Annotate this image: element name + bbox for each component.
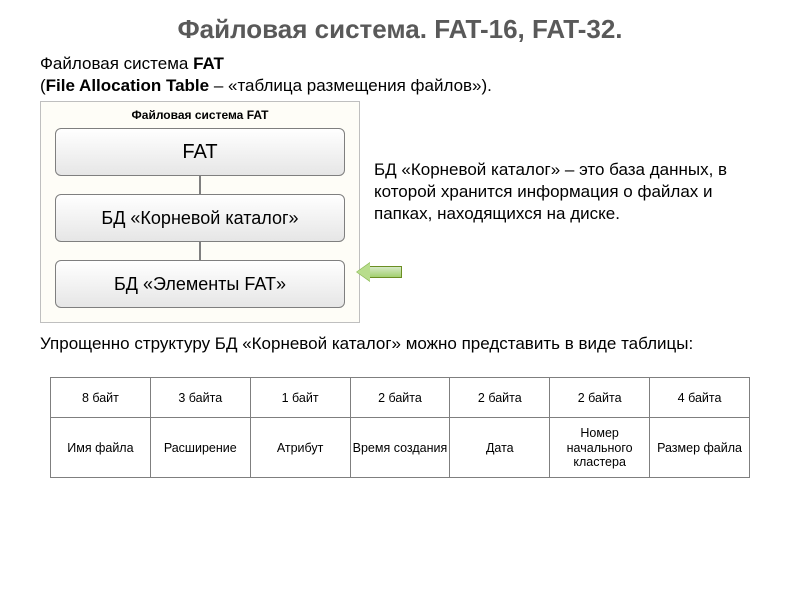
- table-cell: Атрибут: [250, 418, 350, 478]
- arrow-head: [356, 262, 370, 282]
- table-row: 8 байт 3 байта 1 байт 2 байта 2 байта 2 …: [51, 378, 750, 418]
- intro-text-2c: – «таблица размещения файлов»).: [209, 76, 492, 95]
- table-cell: Размер файла: [650, 418, 750, 478]
- paragraph: Упрощенно структуру БД «Корневой каталог…: [0, 323, 800, 355]
- table-cell: 8 байт: [51, 378, 151, 418]
- intro-text-1b: FAT: [193, 54, 224, 73]
- diagram-connector-2: [199, 242, 201, 260]
- table-cell: Время создания: [350, 418, 450, 478]
- diagram-connector-1: [199, 176, 201, 194]
- table-cell: 3 байта: [150, 378, 250, 418]
- table-cell: 4 байта: [650, 378, 750, 418]
- diagram-frame: Файловая система FAT FAT БД «Корневой ка…: [40, 101, 360, 323]
- arrow-shaft: [368, 266, 402, 278]
- table-cell: Дата: [450, 418, 550, 478]
- table-cell: 2 байта: [550, 378, 650, 418]
- intro-block: Файловая система FAT (File Allocation Ta…: [0, 53, 800, 101]
- diagram-node-elements: БД «Элементы FAT»: [55, 260, 345, 308]
- table-cell: 2 байта: [350, 378, 450, 418]
- slide-title: Файловая система. FAT-16, FAT-32.: [0, 0, 800, 53]
- table-cell: 1 байт: [250, 378, 350, 418]
- root-catalog-table: 8 байт 3 байта 1 байт 2 байта 2 байта 2 …: [50, 377, 750, 478]
- diagram-node-root: БД «Корневой каталог»: [55, 194, 345, 242]
- table-cell: Расширение: [150, 418, 250, 478]
- diagram-node-fat: FAT: [55, 128, 345, 176]
- table-cell: Имя файла: [51, 418, 151, 478]
- arrow-icon: [356, 262, 402, 282]
- intro-text-2b: File Allocation Table: [46, 76, 209, 95]
- table-wrap: 8 байт 3 байта 1 байт 2 байта 2 байта 2 …: [0, 355, 800, 478]
- table-cell: 2 байта: [450, 378, 550, 418]
- diagram-caption: Файловая система FAT: [55, 108, 345, 122]
- intro-text-1a: Файловая система: [40, 54, 193, 73]
- mid-row: Файловая система FAT FAT БД «Корневой ка…: [0, 101, 800, 323]
- table-cell: Номер начального кластера: [550, 418, 650, 478]
- side-note: БД «Корневой каталог» – это база данных,…: [374, 101, 760, 225]
- table-row: Имя файла Расширение Атрибут Время созда…: [51, 418, 750, 478]
